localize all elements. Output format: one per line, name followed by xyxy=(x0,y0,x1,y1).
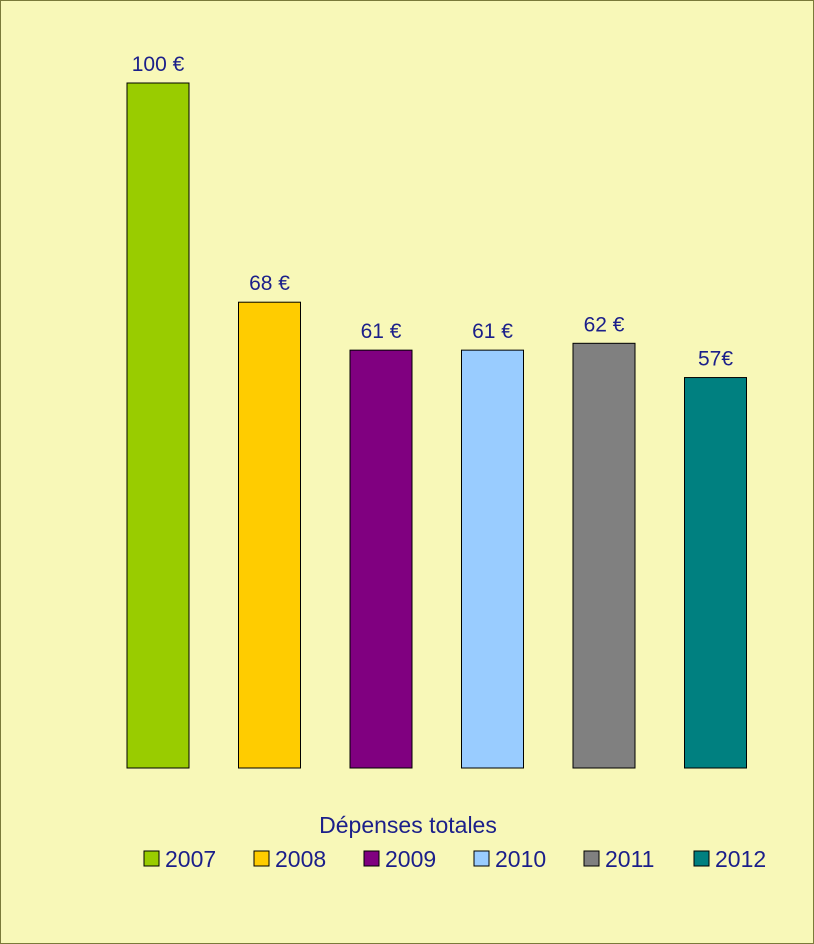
legend-label-2012: 2012 xyxy=(715,846,766,872)
bar-label-2008: 68 € xyxy=(249,272,290,295)
legend-label-2008: 2008 xyxy=(275,846,326,872)
bar-2007 xyxy=(126,82,190,769)
legend-label-2007: 2007 xyxy=(165,846,216,872)
bar-2012 xyxy=(684,377,747,769)
bar-2011 xyxy=(572,342,636,769)
bar-label-2007: 100 € xyxy=(132,53,185,76)
legend-swatch-2008 xyxy=(253,850,270,867)
bars-group xyxy=(126,82,747,769)
bar-2010 xyxy=(461,349,524,769)
x-axis-label: Dépenses totales xyxy=(319,812,497,838)
legend-swatch-2011 xyxy=(583,850,600,867)
legend-swatch-2007 xyxy=(143,850,160,867)
bar-2009 xyxy=(349,349,413,769)
bar-2008 xyxy=(238,301,301,769)
bar-label-2009: 61 € xyxy=(361,320,402,343)
legend-swatch-2012 xyxy=(693,850,710,867)
legend-swatch-2010 xyxy=(473,850,490,867)
legend-label-2010: 2010 xyxy=(495,846,546,872)
legend-swatch-2009 xyxy=(363,850,380,867)
bar-label-2010: 61 € xyxy=(472,320,513,343)
legend-label-2009: 2009 xyxy=(385,846,436,872)
legend-label-2011: 2011 xyxy=(605,846,654,872)
bar-label-2012: 57€ xyxy=(698,348,733,371)
legend: 2007 2008 2009 2010 2011 2012 xyxy=(143,846,766,872)
bar-label-2011: 62 € xyxy=(584,313,625,336)
bar-labels-group: 100 € 68 € 61 € 61 € 62 € 57€ xyxy=(132,53,734,371)
